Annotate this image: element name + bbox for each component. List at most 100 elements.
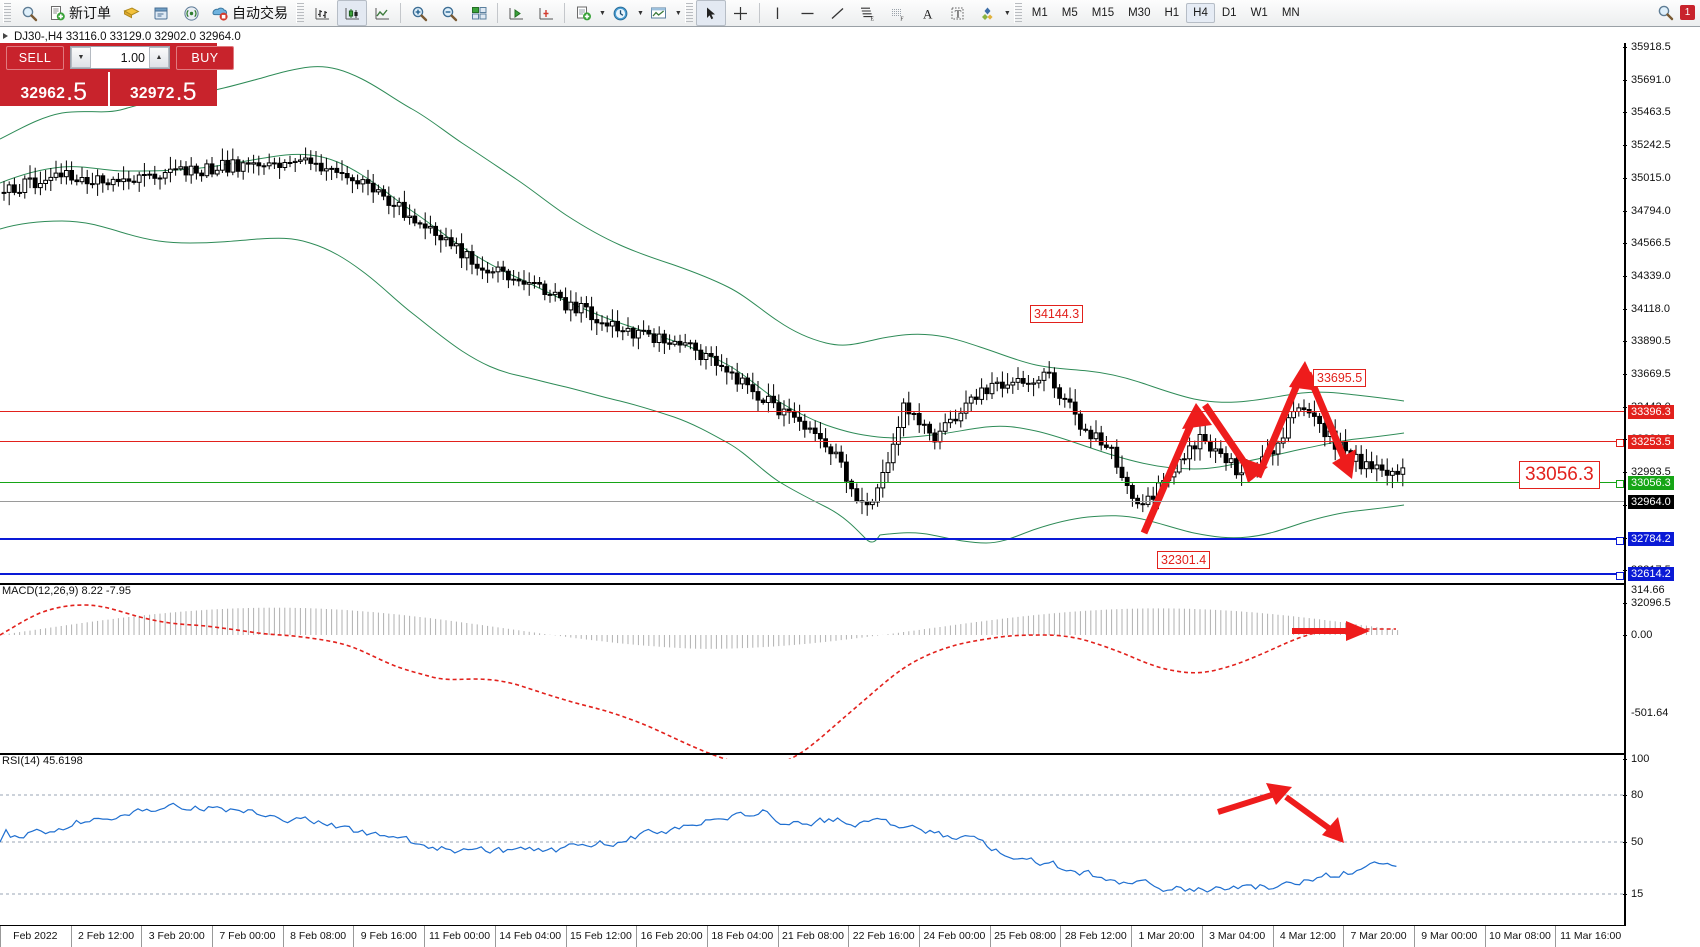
time-axis-label: 22 Feb 16:00	[852, 930, 915, 942]
search-icon[interactable]	[1657, 4, 1674, 21]
period-chevron-down-icon[interactable]: ▼	[636, 9, 644, 17]
volume-stepper[interactable]: ▼ 1.00 ▲	[70, 46, 170, 69]
timeframe-m15[interactable]: M15	[1091, 7, 1115, 19]
add-indicator-chevron-down-icon[interactable]: ▼	[599, 9, 606, 17]
volume-up-icon[interactable]: ▲	[149, 47, 169, 68]
yellow-folder-icon[interactable]	[116, 0, 146, 26]
cursor-icon[interactable]	[695, 0, 726, 26]
symbol-expand-icon[interactable]	[3, 33, 8, 39]
magnifier-small-icon[interactable]	[14, 0, 44, 26]
tile-windows-icon[interactable]	[464, 0, 494, 26]
shapes-icon[interactable]	[973, 0, 1003, 26]
crosshair-icon[interactable]	[726, 0, 756, 26]
timeframe-mn[interactable]: MN	[1281, 7, 1300, 19]
price-scale[interactable]: 35918.5 35691.0 35463.5 35242.5 35015.0 34794…	[1623, 41, 1700, 947]
timeframe-d1[interactable]: D1	[1221, 7, 1237, 19]
equidistant-channel-icon[interactable]: F	[883, 0, 913, 26]
trend-arrow-head-4	[1332, 449, 1356, 479]
chart-area[interactable]: DJ30-,H4 33116.0 33129.0 32902.0 32964.0…	[0, 27, 1700, 947]
macd-label: MACD(12,26,9) 8.22 -7.95	[2, 585, 132, 597]
symbol-ohlc-label: DJ30-,H4 33116.0 33129.0 32902.0 32964.0	[14, 31, 241, 43]
macd-pane-svg	[0, 604, 1399, 759]
candlestick-chart-icon[interactable]	[337, 0, 367, 26]
fibonacci-icon[interactable]: E	[853, 0, 883, 26]
rsi-line	[0, 802, 1397, 893]
period-clock-icon[interactable]	[606, 0, 636, 26]
bar-chart-icon[interactable]	[307, 0, 337, 26]
time-axis-separator	[0, 926, 1, 947]
price-tick: 35242.5	[1623, 139, 1671, 151]
horizontal-line-icon[interactable]	[793, 0, 823, 26]
timeframe-m30[interactable]: M30	[1128, 7, 1151, 19]
new-order-label: 新订单	[69, 6, 111, 22]
templates-chevron-down-icon[interactable]: ▼	[674, 9, 682, 17]
timeframe-h1[interactable]: H1	[1164, 7, 1180, 19]
toolbar-grip-2[interactable]	[296, 3, 304, 23]
level-line-33396[interactable]	[0, 411, 1626, 412]
timeframe-m5[interactable]: M5	[1061, 7, 1078, 19]
signal-icon[interactable]	[176, 0, 206, 26]
new-order-button[interactable]: 新订单	[44, 1, 116, 25]
trend-arrow-down	[1304, 371, 1350, 465]
sell-button[interactable]: SELL	[6, 45, 64, 70]
timeframe-m1[interactable]: M1	[1031, 7, 1048, 19]
time-axis-label: 4 Mar 12:00	[1279, 930, 1336, 942]
volume-down-icon[interactable]: ▼	[71, 47, 91, 68]
sell-price[interactable]: 32962.5	[0, 72, 108, 106]
one-click-trading-panel[interactable]: SELL ▼ 1.00 ▲ BUY 32962.5 32972.5	[0, 43, 234, 106]
time-axis-separator	[1484, 926, 1486, 947]
price-badge-32964-0[interactable]: 32964.0	[1628, 495, 1674, 509]
price-badge-33253-5[interactable]: 33253.5	[1628, 435, 1674, 449]
timeframe-w1[interactable]: W1	[1250, 7, 1268, 19]
time-axis-separator	[1201, 926, 1203, 947]
price-tick: 35015.0	[1623, 172, 1671, 184]
toolbar-grip-3[interactable]	[684, 3, 693, 23]
price-badge-33396-3[interactable]: 33396.3	[1628, 405, 1674, 419]
vertical-line-icon[interactable]	[763, 0, 793, 26]
text-box-icon[interactable]: T	[943, 0, 973, 26]
price-badge-32614-2[interactable]: 32614.2	[1628, 567, 1674, 581]
timeframe-h4[interactable]: H4	[1186, 3, 1215, 23]
buy-button[interactable]: BUY	[176, 45, 234, 70]
trendline-icon[interactable]	[823, 0, 853, 26]
chart-shift-icon[interactable]	[501, 0, 531, 26]
toolbar-grip[interactable]	[3, 3, 11, 23]
chart-autoscroll-icon[interactable]	[531, 0, 561, 26]
price-badge-33056-3[interactable]: 33056.3	[1628, 476, 1674, 490]
price-tick: 35691.0	[1623, 74, 1671, 86]
price-tick: 33890.5	[1623, 335, 1671, 347]
level-line-33056[interactable]	[0, 480, 1626, 488]
toolbar-grip-4[interactable]	[1013, 3, 1022, 23]
line-chart-icon[interactable]	[367, 0, 397, 26]
time-axis-separator	[212, 926, 214, 947]
time-axis-label: 25 Feb 08:00	[994, 930, 1057, 942]
alert-badge-icon[interactable]: 1	[1680, 5, 1695, 20]
time-axis-label: 16 Feb 20:00	[640, 930, 703, 942]
time-axis[interactable]: Feb 2022 2 Feb 12:00 3 Feb 20:00 7 Feb 00:0…	[0, 925, 1626, 947]
time-axis-label: 24 Feb 00:00	[923, 930, 986, 942]
callout-high-33695[interactable]: 33695.5	[1313, 369, 1367, 387]
zoom-in-icon[interactable]	[404, 0, 434, 26]
time-axis-separator	[848, 926, 850, 947]
level-line-32614[interactable]	[0, 572, 1626, 580]
price-tick: 34566.5	[1623, 237, 1671, 249]
window-restore-icon[interactable]	[146, 0, 176, 26]
macd-signal-line	[0, 604, 1396, 759]
text-label-icon[interactable]: A	[913, 0, 943, 26]
add-indicator-icon[interactable]	[568, 0, 598, 26]
shapes-chevron-down-icon[interactable]: ▼	[1003, 9, 1011, 17]
volume-value[interactable]: 1.00	[120, 50, 145, 65]
toolbar-separator	[400, 3, 401, 23]
templates-icon[interactable]	[644, 0, 674, 26]
time-axis-separator	[1131, 926, 1133, 947]
level-line-33253[interactable]	[0, 439, 1626, 447]
level-line-32784[interactable]	[0, 537, 1626, 545]
callout-low-32301[interactable]: 32301.4	[1157, 551, 1211, 569]
time-axis-separator	[919, 926, 921, 947]
auto-trading-button[interactable]: 自动交易	[206, 1, 293, 25]
buy-price[interactable]: 32972.5	[107, 72, 217, 106]
callout-target-33056[interactable]: 33056.3	[1519, 461, 1600, 489]
zoom-out-icon[interactable]	[434, 0, 464, 26]
price-badge-32784-2[interactable]: 32784.2	[1628, 532, 1674, 546]
callout-high-34144[interactable]: 34144.3	[1030, 305, 1084, 323]
